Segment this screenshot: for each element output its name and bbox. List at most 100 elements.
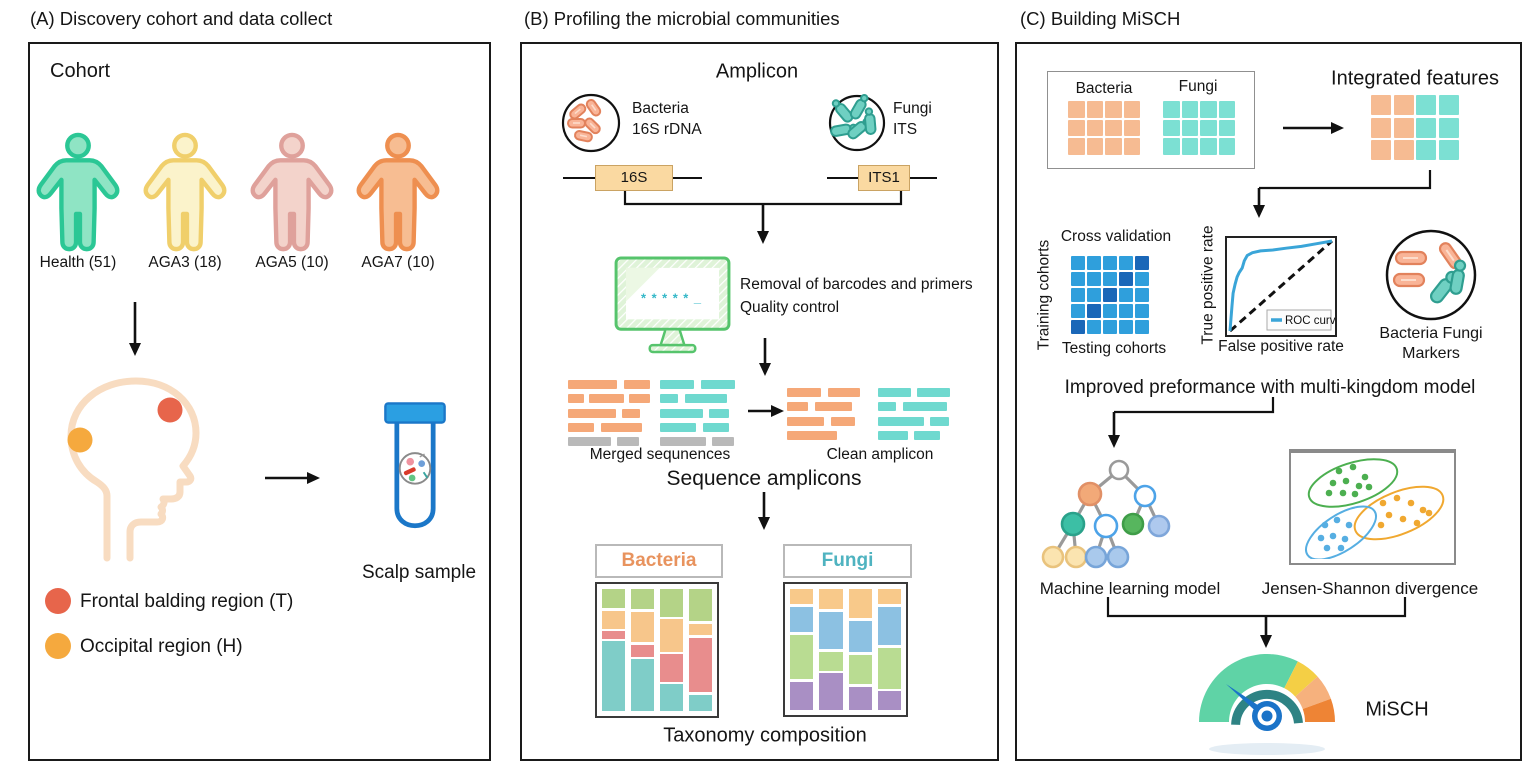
occipital-region-dot — [67, 427, 93, 453]
grid-cell — [1071, 288, 1085, 302]
grid-cell — [1438, 95, 1459, 115]
person-label: AGA5 (10) — [255, 254, 329, 272]
grid-cell — [1123, 138, 1140, 155]
taxonomy-bar — [631, 589, 654, 711]
taxonomy-segment — [660, 654, 683, 682]
grid-cell — [1071, 272, 1085, 286]
grid-cell — [1200, 101, 1217, 118]
sequence-fragment — [914, 431, 941, 440]
cluster-dot — [1333, 516, 1341, 524]
taxonomy-segment — [848, 589, 872, 619]
markers-label-1: Bacteria Fungi — [1379, 324, 1483, 342]
sequence-fragment — [709, 408, 729, 418]
microbe-dot — [408, 474, 416, 482]
taxonomy-bar — [877, 589, 901, 710]
merged-sequences-orange — [568, 380, 650, 446]
sequence-fragment — [568, 437, 611, 446]
grid-cell — [1393, 95, 1414, 115]
person-label: AGA7 (10) — [361, 254, 435, 272]
grid-cell — [1163, 101, 1180, 118]
cross-validation-grid — [1071, 256, 1149, 334]
features-bacteria-label: Bacteria — [1075, 80, 1133, 98]
ml-model-label: Machine learning model — [1039, 579, 1221, 599]
qc-line2-label: Quality control — [740, 299, 840, 316]
sequence-fragment — [568, 408, 616, 418]
cluster-dot — [1335, 467, 1343, 475]
cv-xlabel: Testing cohorts — [1061, 340, 1167, 358]
grid-cell — [1105, 138, 1122, 155]
sequence-fragment — [878, 402, 897, 412]
bacteria-circle-icon — [561, 93, 621, 153]
taxonomy-segment — [689, 623, 712, 636]
cluster-dot — [1407, 499, 1415, 507]
features-fungi-label: Fungi — [1178, 78, 1218, 96]
taxonomy-segment — [660, 589, 683, 617]
sequence-fragment — [878, 416, 924, 426]
sequence-fragment — [623, 380, 650, 389]
tree-node — [1041, 545, 1065, 569]
bacteria-rods — [567, 98, 602, 143]
js-divergence-box — [1289, 449, 1456, 565]
tree-node — [1093, 513, 1119, 539]
monitor-stand — [658, 328, 687, 347]
bacteria-chart-title: Bacteria — [595, 544, 723, 578]
roc-legend-label: ROC curve — [1285, 315, 1335, 327]
sequence-fragment — [660, 380, 695, 389]
taxonomy-segment — [631, 659, 654, 711]
grid-cell — [1135, 320, 1149, 334]
monitor-icon: * * * * * _ — [614, 256, 731, 354]
gene-box-its1: ITS1 — [858, 165, 910, 191]
grid-cell — [1103, 272, 1117, 286]
integrated-features-label: Integrated features — [1331, 67, 1499, 90]
taxonomy-segment — [631, 589, 654, 610]
grid-cell — [1123, 119, 1140, 136]
legend-dot-frontal — [45, 588, 71, 614]
clean-label: Clean amplicon — [826, 446, 934, 464]
sequence-fragment — [660, 408, 703, 418]
monitor-base — [648, 343, 697, 354]
taxonomy-segment — [848, 686, 872, 710]
panel-c-box — [1015, 42, 1522, 761]
tree-node — [1121, 512, 1145, 536]
sequence-fragment — [930, 416, 949, 426]
sequence-fragment — [617, 437, 639, 446]
taxonomy-segment — [819, 589, 843, 610]
person-label: Health (51) — [39, 254, 117, 272]
grid-cell — [1416, 95, 1436, 115]
taxonomy-bar — [602, 589, 625, 711]
person-icon — [143, 132, 227, 252]
taxonomy-segment — [819, 611, 843, 650]
tree-node — [1064, 545, 1088, 569]
grid-cell — [1135, 256, 1149, 270]
grid-cell — [1119, 304, 1133, 318]
amplicon-label: Amplicon — [715, 60, 799, 83]
gauge-segment — [1284, 661, 1318, 697]
grid-cell — [1135, 272, 1149, 286]
cluster-dot — [1321, 521, 1329, 529]
clean-amplicon-orange — [787, 388, 868, 440]
grid-cell — [1068, 119, 1085, 136]
fungi-capsules — [830, 93, 877, 140]
grid-cell — [1087, 304, 1101, 318]
gauge-inner-arc — [1231, 689, 1303, 726]
cluster-dot — [1342, 477, 1350, 485]
taxonomy-segment — [689, 589, 712, 622]
grid-cell — [1119, 320, 1133, 334]
gauge-segment — [1199, 654, 1298, 722]
fungi-chart-title-label: Fungi — [821, 550, 874, 571]
grid-cell — [1086, 119, 1103, 136]
occipital-dot-icon — [45, 633, 71, 659]
sequence-fragment — [902, 402, 947, 412]
misch-gauge-icon — [1199, 654, 1335, 755]
panel-b-box — [520, 42, 999, 761]
taxonomy-segment — [689, 694, 712, 711]
qc-line1-label: Removal of barcodes and primers — [740, 276, 973, 293]
frontal-dot-icon — [45, 588, 71, 614]
grid-cell — [1086, 138, 1103, 155]
sequence-fragment — [917, 388, 951, 397]
frontal-region-dot — [157, 397, 183, 423]
sequence-fragment — [568, 394, 585, 404]
sequence-fragment — [712, 437, 734, 446]
integrated-feature-grid — [1371, 95, 1459, 160]
grid-cell — [1218, 101, 1235, 118]
